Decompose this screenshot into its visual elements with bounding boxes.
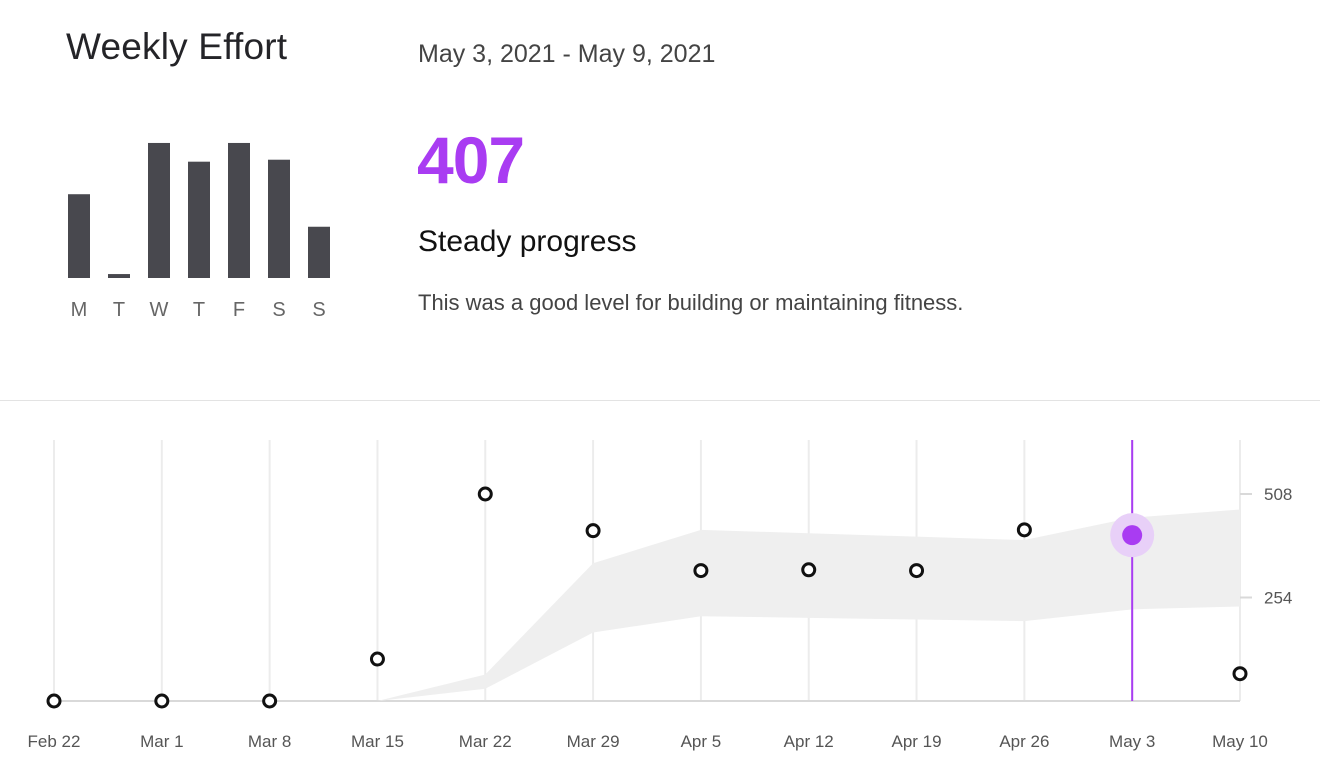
x-tick-label[interactable]: Feb 22 <box>28 732 81 751</box>
x-tick-label[interactable]: Mar 22 <box>459 732 512 751</box>
day-label: W <box>150 299 169 321</box>
data-point[interactable] <box>154 693 170 709</box>
status-heading: Steady progress <box>418 225 637 258</box>
x-tick-label[interactable]: Apr 5 <box>681 732 722 751</box>
day-bar <box>108 274 130 278</box>
data-point[interactable] <box>46 693 62 709</box>
data-point[interactable] <box>1232 666 1248 682</box>
day-bar <box>308 226 330 278</box>
selected-data-point[interactable] <box>1122 525 1143 546</box>
section-divider <box>0 400 1320 401</box>
day-label: F <box>233 299 245 321</box>
x-tick-label[interactable]: Mar 1 <box>140 732 183 751</box>
day-label: T <box>113 299 125 321</box>
day-bar <box>148 142 170 278</box>
effort-range-band <box>54 509 1240 701</box>
y-tick-label: 254 <box>1264 589 1292 608</box>
page-title: Weekly Effort <box>66 26 288 67</box>
data-point[interactable] <box>693 563 709 579</box>
y-tick-label: 508 <box>1264 485 1292 504</box>
day-label: T <box>193 299 205 321</box>
day-label: M <box>71 299 88 321</box>
weekly-effort-score: 407 <box>417 123 525 197</box>
data-point[interactable] <box>1016 522 1032 538</box>
x-tick-label[interactable]: Apr 19 <box>891 732 941 751</box>
data-point[interactable] <box>477 486 493 502</box>
data-point[interactable] <box>801 562 817 578</box>
x-tick-label[interactable]: Mar 29 <box>567 732 620 751</box>
day-bar <box>268 159 290 278</box>
x-tick-label[interactable]: May 10 <box>1212 732 1268 751</box>
data-point[interactable] <box>585 523 601 539</box>
day-bar <box>68 194 90 278</box>
date-range: May 3, 2021 - May 9, 2021 <box>418 40 716 68</box>
x-tick-label[interactable]: Apr 26 <box>999 732 1049 751</box>
day-bar <box>188 161 210 278</box>
day-bar <box>228 142 250 278</box>
data-point[interactable] <box>909 563 925 579</box>
x-tick-label[interactable]: Mar 8 <box>248 732 291 751</box>
x-tick-label[interactable]: Apr 12 <box>784 732 834 751</box>
x-tick-label[interactable]: Mar 15 <box>351 732 404 751</box>
day-label: S <box>312 299 325 321</box>
data-point[interactable] <box>369 651 385 667</box>
status-description: This was a good level for building or ma… <box>418 290 964 315</box>
data-point[interactable] <box>262 693 278 709</box>
x-tick-label[interactable]: May 3 <box>1109 732 1155 751</box>
day-label: S <box>272 299 285 321</box>
